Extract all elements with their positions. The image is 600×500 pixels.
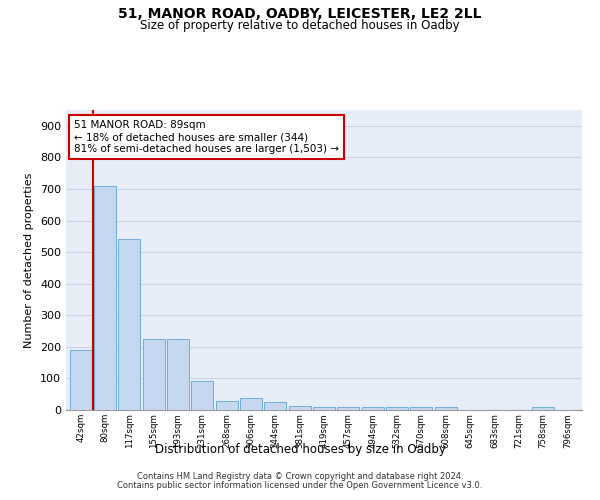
Text: Distribution of detached houses by size in Oadby: Distribution of detached houses by size …: [155, 442, 445, 456]
Bar: [240, 398, 262, 410]
Bar: [337, 406, 359, 410]
Text: 51 MANOR ROAD: 89sqm
← 18% of detached houses are smaller (344)
81% of semi-deta: 51 MANOR ROAD: 89sqm ← 18% of detached h…: [74, 120, 339, 154]
Bar: [386, 408, 408, 410]
Bar: [265, 402, 286, 410]
Bar: [118, 240, 140, 410]
Bar: [94, 186, 116, 410]
Bar: [410, 407, 433, 410]
Bar: [70, 350, 92, 410]
Bar: [215, 402, 238, 410]
Bar: [143, 339, 164, 410]
Text: Size of property relative to detached houses in Oadby: Size of property relative to detached ho…: [140, 19, 460, 32]
Y-axis label: Number of detached properties: Number of detached properties: [25, 172, 34, 348]
Bar: [313, 406, 335, 410]
Bar: [167, 339, 189, 410]
Text: 51, MANOR ROAD, OADBY, LEICESTER, LE2 2LL: 51, MANOR ROAD, OADBY, LEICESTER, LE2 2L…: [118, 8, 482, 22]
Bar: [532, 408, 554, 410]
Bar: [362, 406, 383, 410]
Bar: [191, 381, 213, 410]
Text: Contains HM Land Registry data © Crown copyright and database right 2024.: Contains HM Land Registry data © Crown c…: [137, 472, 463, 481]
Text: Contains public sector information licensed under the Open Government Licence v3: Contains public sector information licen…: [118, 481, 482, 490]
Bar: [289, 406, 311, 410]
Bar: [435, 408, 457, 410]
